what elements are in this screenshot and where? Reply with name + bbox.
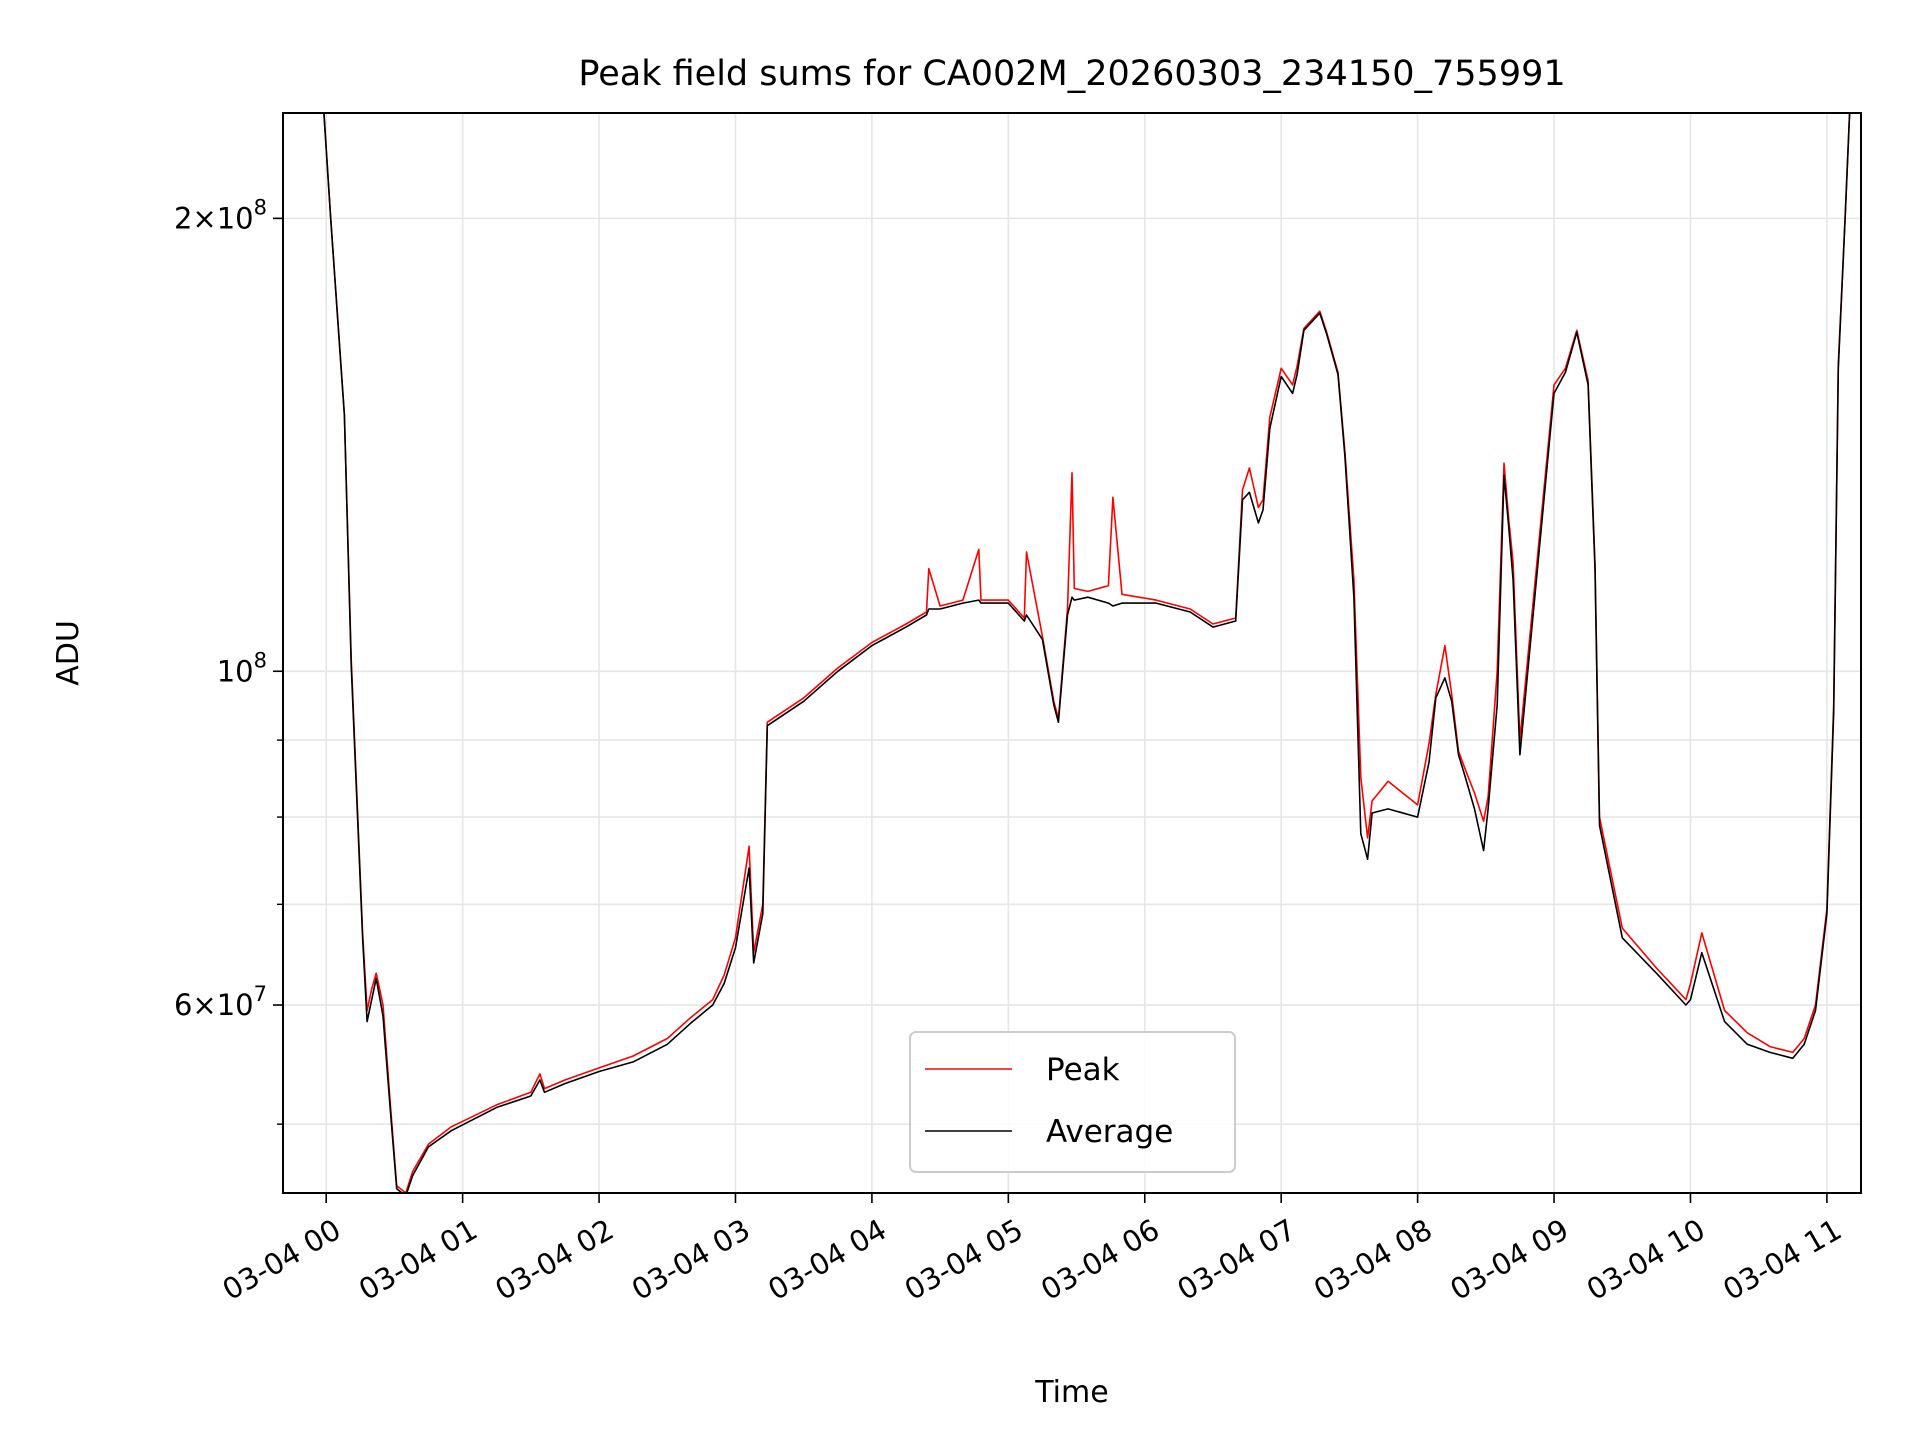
legend-label-average: Average (1046, 1114, 1173, 1150)
x-axis-label: Time (1034, 1375, 1108, 1410)
legend-box (909, 1031, 1236, 1173)
y-tick-label: 6×107 (174, 982, 267, 1022)
series-line-average (283, 113, 1861, 1193)
y-axis: 2×108 108 6×107 (174, 195, 283, 1125)
legend-label-peak: Peak (1046, 1052, 1120, 1088)
y-tick-label: 2×108 (174, 195, 267, 235)
y-axis-label: ADU (51, 620, 86, 686)
series-line-peak (283, 113, 1861, 1193)
y-tick-label: 108 (217, 648, 267, 688)
plot-frame (282, 112, 1862, 1194)
series-layer (283, 113, 1861, 1193)
chart-title: Peak field sums for CA002M_20260303_2341… (578, 54, 1565, 94)
legend: Peak Average (909, 1031, 1236, 1173)
grid (283, 113, 1861, 1193)
